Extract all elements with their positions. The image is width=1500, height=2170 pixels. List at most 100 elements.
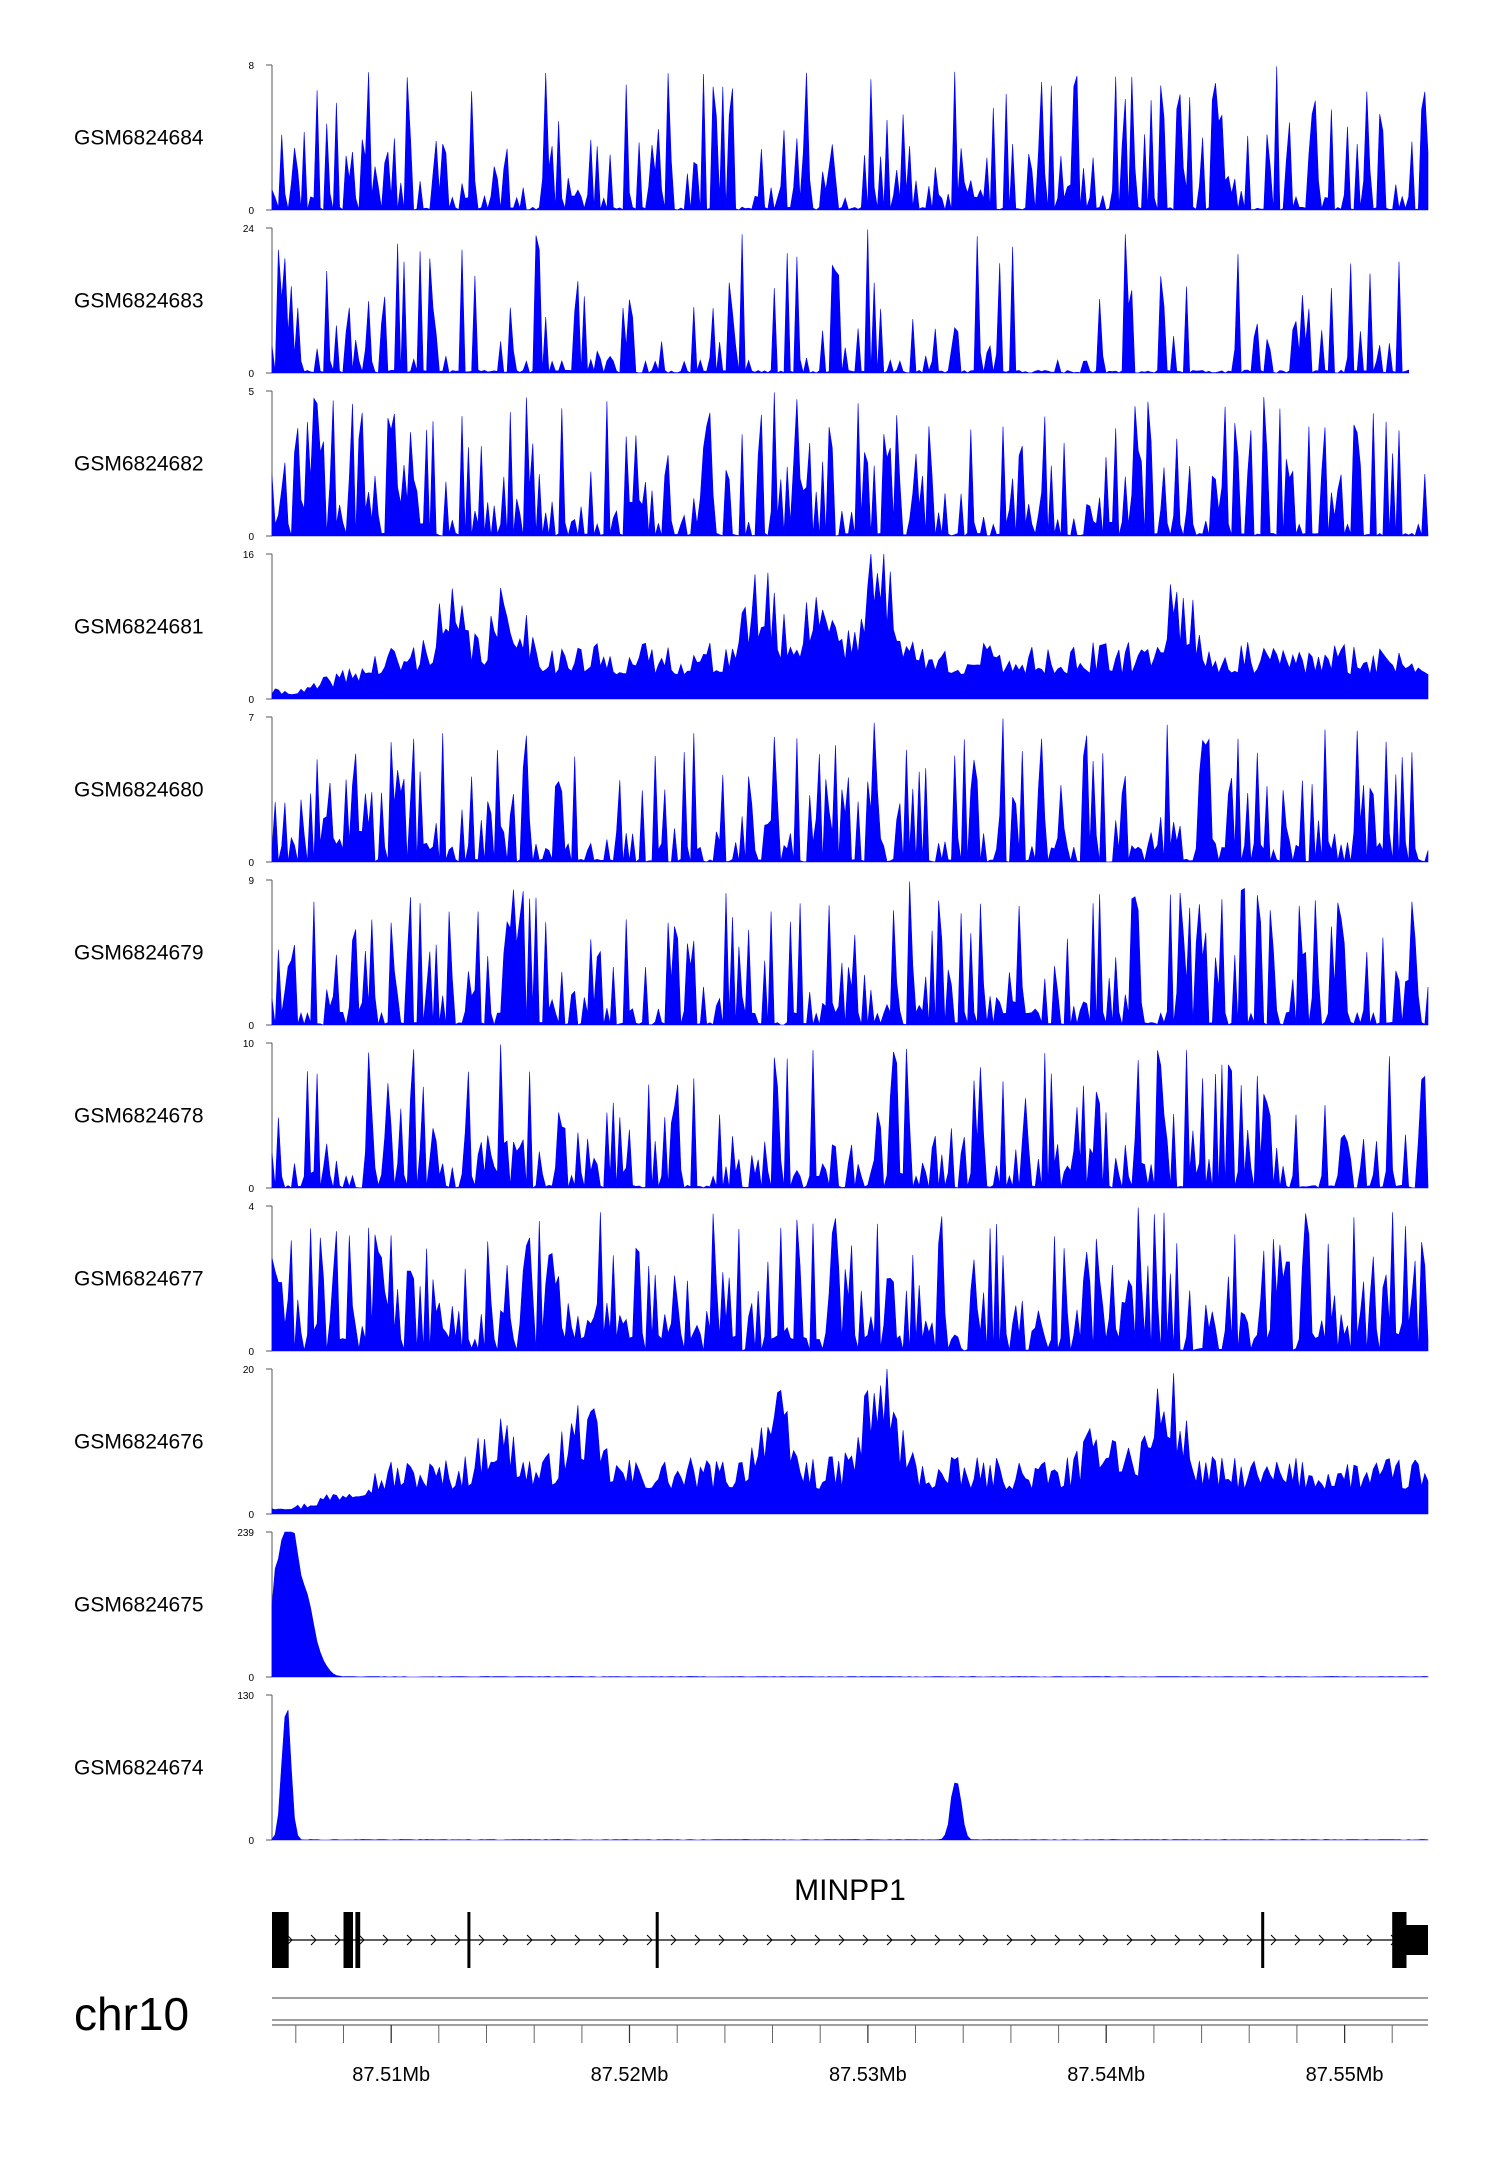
- track-GSM6824681: GSM6824681 16 0: [74, 550, 1429, 706]
- track-name-label: GSM6824674: [74, 1757, 204, 1780]
- coverage-area: [271, 1531, 1429, 1678]
- strand-arrow: [670, 1934, 677, 1946]
- track-name-label: GSM6824682: [74, 453, 204, 476]
- y-axis-min-label: 0: [248, 369, 254, 380]
- strand-arrow: [1126, 1934, 1133, 1946]
- coverage-area: [271, 1709, 1429, 1841]
- coding-exon: [1392, 1912, 1407, 1968]
- track-GSM6824679: GSM6824679 9 0: [74, 876, 1429, 1032]
- strand-arrow: [862, 1934, 869, 1946]
- strand-arrow: [646, 1934, 653, 1946]
- y-axis-max-label: 20: [243, 1365, 255, 1376]
- strand-arrow: [1006, 1934, 1013, 1946]
- y-axis-min-label: 0: [248, 1836, 254, 1847]
- strand-arrow: [838, 1934, 845, 1946]
- strand-arrow: [766, 1934, 773, 1946]
- coverage-area: [271, 1368, 1429, 1515]
- strand-arrow: [694, 1934, 701, 1946]
- x-axis-tick-label: 87.53Mb: [829, 2064, 907, 2086]
- strand-arrow: [454, 1934, 461, 1946]
- x-axis-tick-label: 87.54Mb: [1067, 2064, 1145, 2086]
- y-axis-min-label: 0: [248, 532, 254, 543]
- strand-arrow: [1222, 1934, 1229, 1946]
- strand-arrow: [742, 1934, 749, 1946]
- strand-arrow: [598, 1934, 605, 1946]
- coding-exon: [655, 1912, 659, 1968]
- y-axis-max-label: 239: [237, 1528, 254, 1539]
- chromosome-label: chr10: [74, 1988, 189, 2040]
- track-name-label: GSM6824680: [74, 779, 204, 802]
- y-axis-min-label: 0: [248, 1673, 254, 1684]
- track-GSM6824682: GSM6824682 5 0: [74, 387, 1429, 543]
- genomic-coordinate-axis: 87.51Mb 87.52Mb 87.53Mb 87.54Mb 87.55Mb: [272, 2024, 1428, 2086]
- x-axis-tick-label: 87.51Mb: [352, 2064, 430, 2086]
- strand-arrow: [1054, 1934, 1061, 1946]
- strand-arrow: [1366, 1934, 1373, 1946]
- x-axis-tick-label: 87.55Mb: [1306, 2064, 1384, 2086]
- track-GSM6824678: GSM6824678 10 0: [74, 1039, 1429, 1195]
- coding-exon: [343, 1912, 353, 1968]
- gene-model-track: MINPP1: [272, 1874, 1428, 1968]
- y-axis-max-label: 130: [237, 1691, 254, 1702]
- strand-arrow: [550, 1934, 557, 1946]
- track-name-label: GSM6824678: [74, 1105, 204, 1128]
- strand-arrow: [1174, 1934, 1181, 1946]
- y-axis-min-label: 0: [248, 1021, 254, 1032]
- coverage-area: [271, 881, 1429, 1027]
- strand-arrow: [1270, 1934, 1277, 1946]
- strand-arrow: [1294, 1934, 1301, 1946]
- strand-arrow: [910, 1934, 917, 1946]
- coverage-tracks: GSM682468480GSM6824683240GSM682468250GSM…: [74, 61, 1429, 1847]
- strand-arrow: [574, 1934, 581, 1946]
- strand-arrow: [358, 1934, 365, 1946]
- strand-arrow: [382, 1934, 389, 1946]
- strand-arrow: [622, 1934, 629, 1946]
- track-GSM6824674: GSM6824674 130 0: [74, 1691, 1429, 1847]
- track-name-label: GSM6824684: [74, 127, 204, 150]
- coverage-area: [271, 718, 1429, 863]
- y-axis-min-label: 0: [248, 1347, 254, 1358]
- coding-exon: [355, 1912, 361, 1968]
- track-GSM6824680: GSM6824680 7 0: [74, 713, 1429, 869]
- track-GSM6824683: GSM6824683 24 0: [74, 224, 1409, 380]
- y-axis-min-label: 0: [248, 1510, 254, 1521]
- track-name-label: GSM6824675: [74, 1594, 204, 1617]
- strand-arrow: [1078, 1934, 1085, 1946]
- strand-arrow: [334, 1934, 341, 1946]
- strand-arrow: [406, 1934, 413, 1946]
- y-axis-max-label: 7: [248, 713, 254, 724]
- y-axis-max-label: 4: [248, 1202, 254, 1213]
- strand-arrow: [958, 1934, 965, 1946]
- y-axis-min-label: 0: [248, 858, 254, 869]
- strand-arrow: [982, 1934, 989, 1946]
- strand-arrow: [1102, 1934, 1109, 1946]
- y-axis-min-label: 0: [248, 1184, 254, 1195]
- y-axis-max-label: 8: [248, 61, 254, 72]
- y-axis-min-label: 0: [248, 695, 254, 706]
- coverage-area: [271, 553, 1429, 700]
- coverage-area: [271, 66, 1429, 211]
- coding-exon: [272, 1912, 289, 1968]
- track-name-label: GSM6824681: [74, 616, 204, 639]
- y-axis-max-label: 9: [248, 876, 254, 887]
- y-axis-max-label: 10: [243, 1039, 255, 1050]
- track-name-label: GSM6824683: [74, 290, 204, 313]
- coverage-area: [271, 229, 1409, 374]
- coding-exon: [467, 1912, 471, 1968]
- track-name-label: GSM6824676: [74, 1431, 204, 1454]
- strand-arrow: [430, 1934, 437, 1946]
- chromosome-track: chr10: [74, 1988, 1428, 2040]
- strand-arrow: [1150, 1934, 1157, 1946]
- strand-arrow: [478, 1934, 485, 1946]
- y-axis-max-label: 16: [243, 550, 255, 561]
- strand-arrow: [934, 1934, 941, 1946]
- track-GSM6824675: GSM6824675 239 0: [74, 1528, 1429, 1684]
- strand-arrow: [718, 1934, 725, 1946]
- strand-arrow: [1318, 1934, 1325, 1946]
- track-GSM6824677: GSM6824677 4 0: [74, 1202, 1429, 1358]
- strand-arrow: [1030, 1934, 1037, 1946]
- strand-arrow: [310, 1934, 317, 1946]
- strand-arrow: [526, 1934, 533, 1946]
- strand-arrow: [1342, 1934, 1349, 1946]
